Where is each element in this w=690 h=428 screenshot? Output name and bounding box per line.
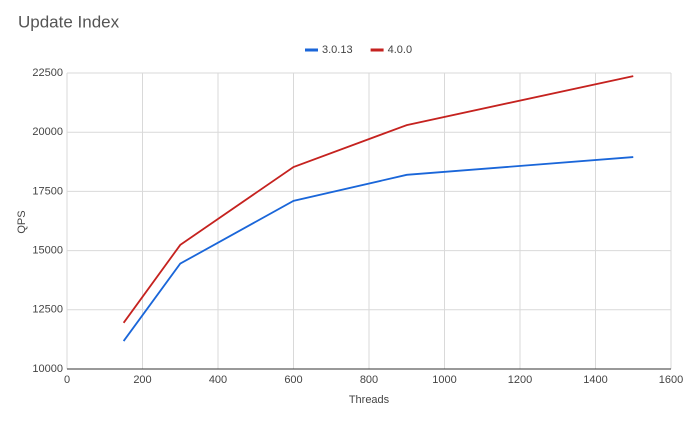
x-tick-label: 1400 xyxy=(583,374,607,386)
x-tick-label: 1200 xyxy=(508,374,532,386)
x-tick-label: 800 xyxy=(360,374,378,386)
y-tick-label: 17500 xyxy=(32,185,63,197)
x-tick-label: 400 xyxy=(209,374,227,386)
y-tick-label: 12500 xyxy=(32,304,63,316)
chart-title: Update Index xyxy=(18,12,120,31)
x-tick-label: 600 xyxy=(284,374,302,386)
series-line xyxy=(122,156,634,342)
y-tick-label: 15000 xyxy=(32,245,63,257)
x-tick-label: 1000 xyxy=(432,374,456,386)
x-tick-label: 1600 xyxy=(659,374,683,386)
x-axis-label: Threads xyxy=(349,394,390,406)
x-tick-label: 0 xyxy=(64,374,70,386)
y-tick-label: 22500 xyxy=(32,67,63,79)
legend-label: 4.0.0 xyxy=(388,44,412,56)
legend-label: 3.0.13 xyxy=(322,44,353,56)
y-axis-label: QPS xyxy=(16,210,28,233)
x-tick-label: 200 xyxy=(133,374,151,386)
y-tick-label: 10000 xyxy=(32,363,63,375)
series-line xyxy=(122,75,634,324)
y-tick-label: 20000 xyxy=(32,126,63,138)
